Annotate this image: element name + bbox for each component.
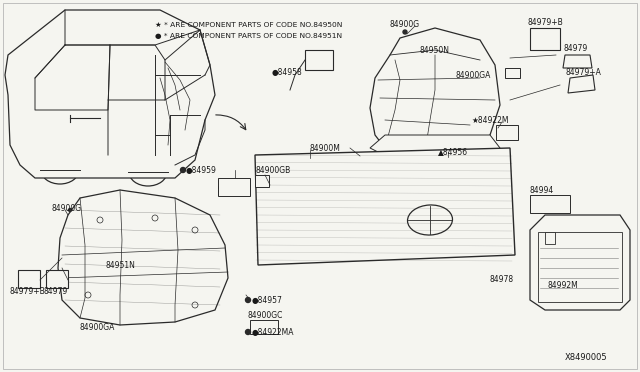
Bar xyxy=(305,50,333,70)
Polygon shape xyxy=(545,232,555,244)
Text: 84900GB: 84900GB xyxy=(255,166,291,174)
Circle shape xyxy=(403,30,407,34)
Bar xyxy=(505,68,520,78)
Polygon shape xyxy=(563,55,592,68)
Text: 84978: 84978 xyxy=(490,276,514,285)
Text: 84900G: 84900G xyxy=(52,203,82,212)
Text: ★ * ARE COMPONENT PARTS OF CODE NO.84950N: ★ * ARE COMPONENT PARTS OF CODE NO.84950… xyxy=(155,22,342,28)
Text: 84994: 84994 xyxy=(530,186,554,195)
Text: 84900M: 84900M xyxy=(310,144,341,153)
Polygon shape xyxy=(370,135,500,158)
Circle shape xyxy=(68,208,72,212)
Bar xyxy=(530,195,570,213)
Text: ●84958: ●84958 xyxy=(272,67,303,77)
Bar xyxy=(250,320,278,334)
Circle shape xyxy=(180,167,186,173)
Bar xyxy=(255,175,269,187)
Text: 84951N: 84951N xyxy=(105,260,135,269)
Text: ▲84956: ▲84956 xyxy=(438,148,468,157)
Text: ● * ARE COMPONENT PARTS OF CODE NO.84951N: ● * ARE COMPONENT PARTS OF CODE NO.84951… xyxy=(155,33,342,39)
Text: X8490005: X8490005 xyxy=(565,353,607,362)
Polygon shape xyxy=(58,190,228,325)
Bar xyxy=(496,125,518,140)
Text: ●84957: ●84957 xyxy=(252,295,283,305)
Text: ★84922M: ★84922M xyxy=(472,115,509,125)
Text: 84900GA: 84900GA xyxy=(455,71,490,80)
Text: 84900GC: 84900GC xyxy=(248,311,284,320)
Text: 84979+A: 84979+A xyxy=(565,67,601,77)
Bar xyxy=(538,232,622,302)
Bar xyxy=(18,270,40,288)
Text: 84900G: 84900G xyxy=(390,19,420,29)
Text: ●84922MA: ●84922MA xyxy=(252,327,294,337)
Bar xyxy=(46,270,68,288)
Polygon shape xyxy=(568,75,595,93)
Bar xyxy=(218,178,250,196)
Bar xyxy=(530,28,560,50)
Polygon shape xyxy=(370,28,500,152)
Text: 84979+B: 84979+B xyxy=(10,288,45,296)
Text: 84950N: 84950N xyxy=(420,45,450,55)
Text: 84979: 84979 xyxy=(44,288,68,296)
Polygon shape xyxy=(5,10,215,178)
Polygon shape xyxy=(530,215,630,310)
Circle shape xyxy=(246,330,250,334)
Text: 84979+B: 84979+B xyxy=(528,17,564,26)
Text: 84979: 84979 xyxy=(564,44,588,52)
Polygon shape xyxy=(255,148,515,265)
Circle shape xyxy=(246,298,250,302)
Text: 84900GA: 84900GA xyxy=(80,324,115,333)
Text: ●84959: ●84959 xyxy=(186,166,217,174)
Text: 84992M: 84992M xyxy=(548,280,579,289)
